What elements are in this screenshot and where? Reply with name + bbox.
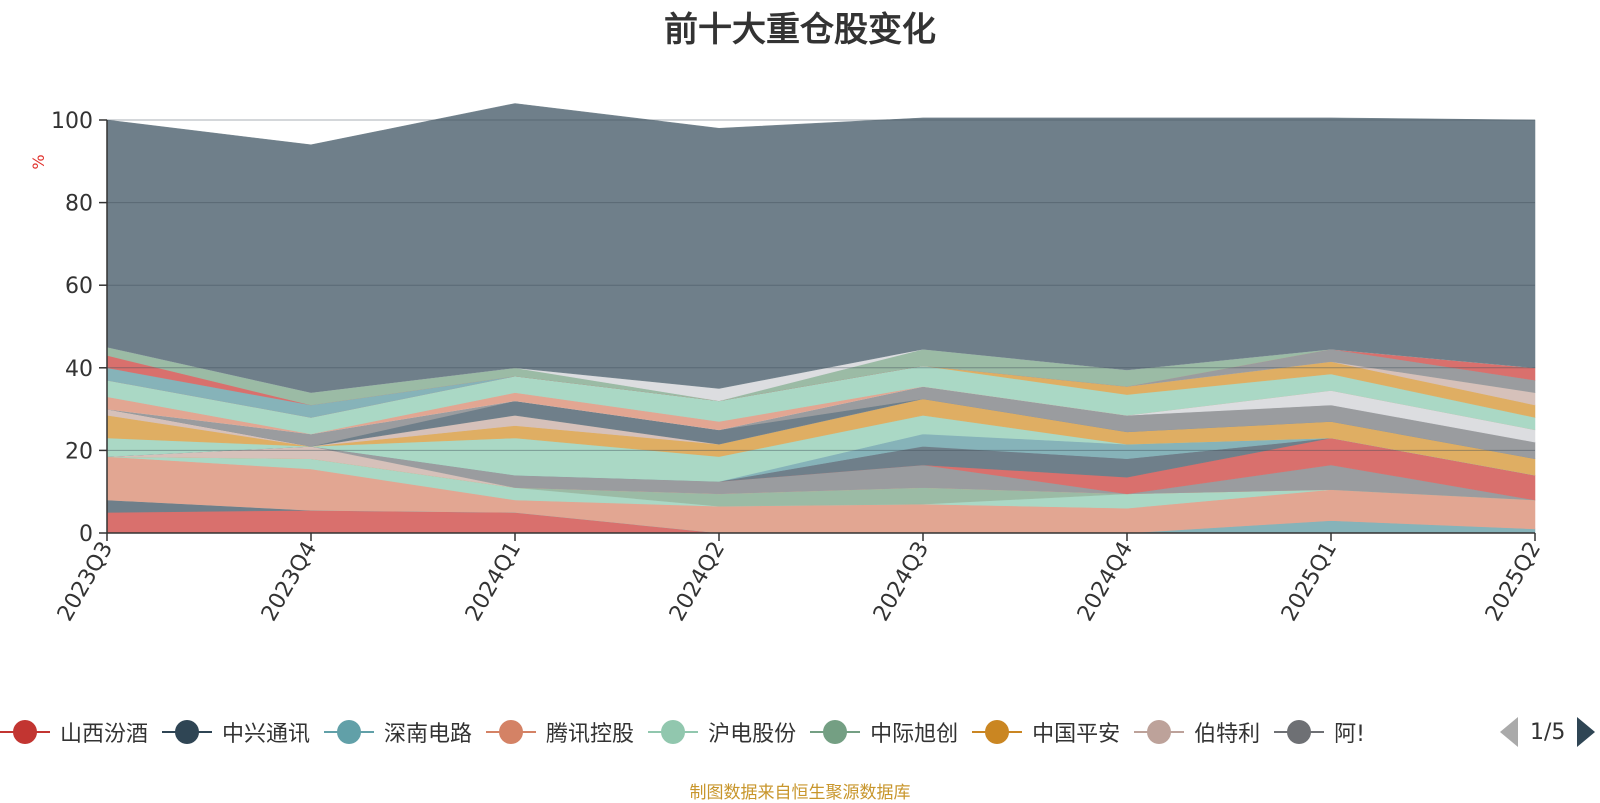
legend-marker-icon <box>0 720 50 744</box>
y-tick-label: 20 <box>65 439 93 464</box>
legend-marker-icon <box>1274 720 1325 744</box>
legend: 山西汾酒 中兴通讯 深南电路 腾讯控股 沪电股份 中际旭创 中国平安 伯特利 阿! 1/5 <box>0 712 1600 760</box>
legend-label: 山西汾酒 <box>60 722 149 747</box>
legend-label: 中国平安 <box>1032 722 1121 747</box>
legend-label: 中际旭创 <box>870 722 959 747</box>
legend-label: 沪电股份 <box>708 722 797 747</box>
legend-item[interactable]: 中国平安 <box>972 712 1120 752</box>
legend-item[interactable]: 中际旭创 <box>810 712 958 752</box>
legend-item[interactable]: 腾讯控股 <box>486 712 634 752</box>
x-tick-label: 2023Q3 <box>53 538 118 626</box>
legend-label: 阿! <box>1334 722 1365 747</box>
x-tick-label: 2024Q4 <box>1073 538 1138 626</box>
legend-item[interactable]: 山西汾酒 <box>0 712 148 752</box>
x-tick-label: 2024Q2 <box>665 538 730 626</box>
legend-items: 山西汾酒 中兴通讯 深南电路 腾讯控股 沪电股份 中际旭创 中国平安 伯特利 阿! <box>0 712 1484 760</box>
x-tick-label: 2025Q2 <box>1481 538 1546 626</box>
x-tick-label: 2025Q1 <box>1277 538 1342 626</box>
y-tick-label: 80 <box>65 192 93 217</box>
y-tick-label: 100 <box>51 109 93 134</box>
legend-item[interactable]: 深南电路 <box>324 712 472 752</box>
legend-label: 伯特利 <box>1194 722 1261 747</box>
x-tick-label: 2024Q1 <box>461 538 526 626</box>
legend-marker-icon <box>324 720 375 744</box>
y-tick-label: 60 <box>65 274 93 299</box>
legend-label: 深南电路 <box>384 722 473 747</box>
legend-item[interactable]: 阿! <box>1274 712 1365 752</box>
legend-pager: 1/5 <box>1500 712 1596 752</box>
legend-page-indicator: 1/5 <box>1530 719 1566 745</box>
legend-prev-icon[interactable] <box>1500 717 1518 747</box>
legend-marker-icon <box>486 720 537 744</box>
legend-marker-icon <box>648 720 699 744</box>
x-tick-label: 2024Q3 <box>869 538 934 626</box>
legend-item[interactable]: 中兴通讯 <box>162 712 310 752</box>
x-tick-label: 2023Q4 <box>257 538 322 626</box>
area-series-layer <box>106 103 1536 534</box>
legend-label: 中兴通讯 <box>222 722 311 747</box>
y-tick-label: 40 <box>65 357 93 382</box>
y-axis-label: % <box>29 154 48 169</box>
area-series-28 <box>106 103 1536 393</box>
legend-marker-icon <box>1134 720 1185 744</box>
legend-item[interactable]: 沪电股份 <box>648 712 796 752</box>
legend-label: 腾讯控股 <box>546 722 635 747</box>
legend-marker-icon <box>972 720 1023 744</box>
source-note: 制图数据来自恒生聚源数据库 <box>689 783 911 803</box>
legend-marker-icon <box>810 720 861 744</box>
y-tick-label: 0 <box>79 522 93 547</box>
grid-lines <box>107 119 1535 451</box>
chart-title: 前十大重仓股变化 <box>664 10 936 50</box>
legend-item[interactable]: 伯特利 <box>1134 712 1260 752</box>
legend-next-icon[interactable] <box>1577 717 1596 747</box>
legend-marker-icon <box>162 720 213 744</box>
